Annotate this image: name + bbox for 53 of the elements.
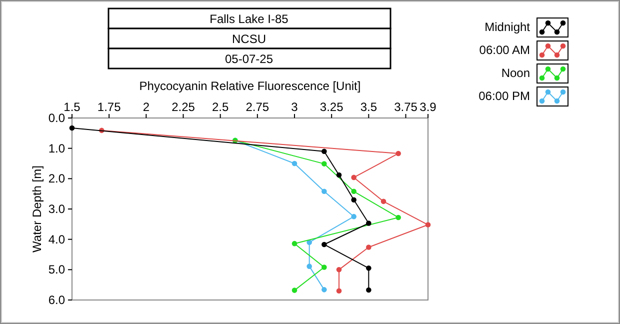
y-axis-title: Water Depth [m] <box>30 166 44 252</box>
point <box>351 174 356 180</box>
x-tick-label: 1.5 <box>64 100 81 114</box>
point <box>292 288 298 293</box>
point <box>322 242 327 248</box>
y-tick-label: 5.0 <box>48 262 66 277</box>
x-axis-title: Phycocyanin Relative Fluorescence [Unit] <box>139 79 361 93</box>
y-tick-label: 6.0 <box>48 293 66 307</box>
point <box>366 244 372 250</box>
point <box>336 172 342 178</box>
text: 05-07-25 <box>224 52 274 66</box>
point <box>351 197 356 203</box>
point <box>322 264 327 270</box>
point <box>292 160 298 166</box>
point <box>322 188 327 194</box>
point <box>336 288 342 294</box>
x-tick-label: 3.25 <box>320 100 344 114</box>
legend-label: 06:00 AM <box>479 43 530 57</box>
x-tick-label: 2.5 <box>212 100 229 114</box>
chart-title: Falls Lake I-85 <box>210 12 289 26</box>
y-tick-label: 1.0 <box>48 141 66 156</box>
point <box>366 266 372 271</box>
x-tick-label: 1.75 <box>97 100 122 114</box>
point <box>396 150 401 156</box>
x-tick-label: 2.75 <box>246 100 270 114</box>
chart-subtitle: NCSU <box>232 32 266 46</box>
point <box>366 220 372 226</box>
point <box>322 287 327 292</box>
legend-label: 06:00 PM <box>478 89 530 103</box>
legend-label: Midnight <box>484 20 531 34</box>
point <box>69 125 75 131</box>
y-tick-label: 2.0 <box>48 172 66 186</box>
point <box>380 198 386 204</box>
point <box>336 267 342 272</box>
point <box>351 214 356 220</box>
point <box>292 240 298 246</box>
x-tick-label: 3.75 <box>394 100 418 114</box>
x-tick-label: 3 <box>291 100 298 114</box>
x-tick-label: 2.25 <box>172 100 196 114</box>
point <box>396 214 401 220</box>
legend-label: Noon <box>501 66 530 80</box>
point <box>366 287 372 293</box>
point <box>425 222 431 228</box>
y-tick-label: 3.0 <box>48 202 66 216</box>
point <box>322 161 327 166</box>
point <box>351 188 356 194</box>
point <box>322 148 327 154</box>
x-tick-label: 3.9 <box>420 100 437 114</box>
y-tick-label: 0.0 <box>48 111 66 125</box>
x-tick-label: 2 <box>142 100 150 114</box>
x-tick-label: 3.5 <box>360 100 378 114</box>
point <box>306 264 312 269</box>
y-tick-label: 4.0 <box>48 232 66 246</box>
